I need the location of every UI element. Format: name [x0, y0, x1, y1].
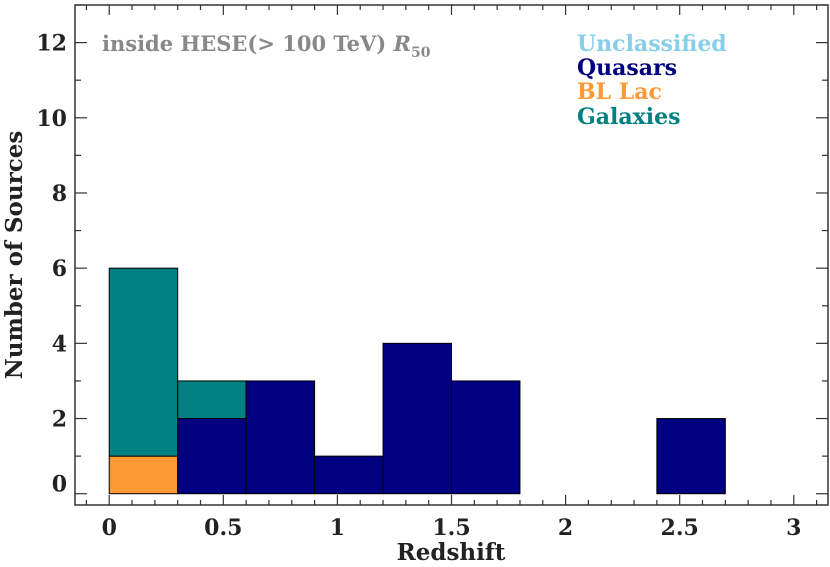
legend-bl-lac: BL Lac	[577, 79, 662, 105]
legend-galaxies: Galaxies	[577, 104, 681, 130]
y-tick-label: 10	[36, 106, 67, 132]
bar-bl-lac-bin-0	[108, 455, 179, 495]
y-tick-label: 6	[52, 256, 67, 282]
x-axis-label: Redshift	[397, 539, 506, 566]
y-axis-label: Number of Sources	[1, 131, 28, 380]
y-tick-label: 4	[52, 331, 67, 357]
y-tick-labels: 0 2 4 6 8 10 12	[36, 31, 67, 498]
x-tick-label: 1	[330, 515, 345, 541]
legend-quasars: Quasars	[577, 55, 677, 81]
bar-quasars-bin-3	[314, 455, 384, 495]
x-tick-label: 0	[102, 515, 117, 541]
y-tick-label: 12	[36, 31, 67, 57]
annotation-subscript: 50	[411, 45, 431, 61]
axis-ticks	[75, 4, 828, 505]
x-tick-label: 2.5	[661, 515, 699, 541]
bar-quasars-bin-5	[451, 380, 521, 495]
y-tick-label: 2	[52, 407, 67, 433]
legend: Unclassified Quasars BL Lac Galaxies	[577, 31, 727, 130]
y-tick-label: 8	[52, 181, 67, 207]
x-tick-label: 3	[786, 515, 801, 541]
bar-quasars-bin-8	[656, 418, 726, 495]
bar-galaxies-bin-1	[177, 380, 247, 420]
x-tick-label: 1.5	[432, 515, 470, 541]
bar-quasars-bin-2	[245, 380, 316, 495]
plot-frame	[74, 4, 829, 506]
chart-annotation: inside HESE(> 100 TeV) R50	[102, 31, 431, 61]
x-tick-label: 0.5	[204, 515, 242, 541]
x-tick-labels: 0 0.5 1 1.5 2 2.5 3	[102, 515, 802, 541]
histogram-bars	[108, 267, 726, 495]
bar-quasars-bin-4	[382, 342, 452, 495]
legend-unclassified: Unclassified	[577, 31, 727, 57]
annotation-main-text: inside HESE(> 100 TeV)	[102, 31, 394, 56]
x-tick-label: 2	[558, 515, 573, 541]
bar-quasars-bin-1	[177, 418, 247, 495]
annotation-symbol: R	[393, 31, 411, 56]
y-tick-label: 0	[52, 472, 67, 498]
bar-galaxies-bin-0	[108, 267, 179, 457]
